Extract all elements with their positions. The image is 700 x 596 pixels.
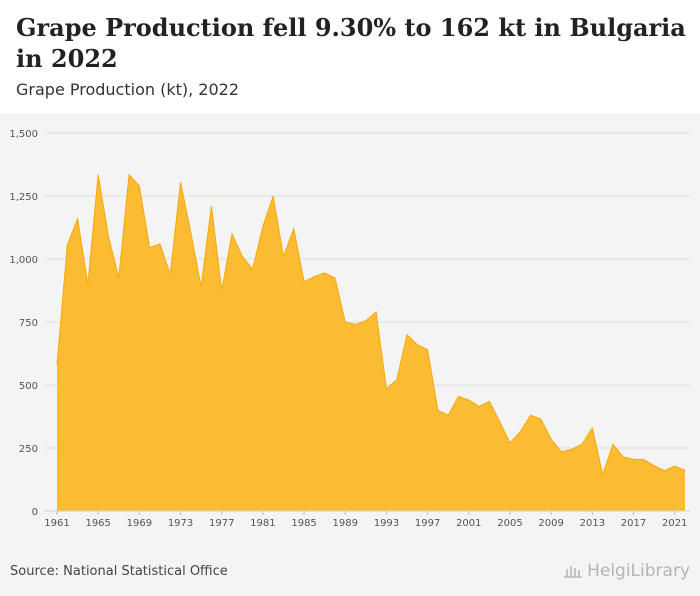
x-tick-label: 2001 [456,518,481,529]
area-fill [57,174,685,511]
x-tick-label: 2009 [538,518,563,529]
y-tick-label: 1,000 [9,255,38,266]
y-tick-label: 0 [32,507,38,518]
area-series [56,173,686,511]
x-tick-label: 1981 [250,518,275,529]
x-tick-label: 1961 [44,518,69,529]
x-axis-tick-labels: 1961 1965 1969 1973 1977 1981 1985 1989 1993 1997… [44,510,690,529]
x-tick-label: 2013 [580,518,605,529]
chart-title: Grape Production fell 9.30% to 162 kt in… [16,13,686,73]
brand-name: HelgiLibrary [587,561,690,581]
x-tick-label: 1965 [85,518,110,529]
x-tick-label: 1977 [209,518,234,529]
chart-subtitle: Grape Production (kt), 2022 [16,80,239,99]
source-note: Source: National Statistical Office [10,564,228,579]
y-tick-label: 1,500 [9,129,38,140]
x-tick-label: 1997 [415,518,440,529]
library-building-icon [564,566,583,578]
x-tick-label: 1985 [291,518,316,529]
x-tick-label: 2017 [621,518,646,529]
x-tick-label: 1989 [333,518,358,529]
y-tick-label: 250 [19,444,38,455]
x-tick-label: 2005 [497,518,522,529]
chart-header: Grape Production fell 9.30% to 162 kt in… [0,0,700,113]
y-axis-tick-labels: 0 250 500 750 1,000 1,250 1,500 [9,129,38,518]
chart-footer [0,538,700,596]
x-tick-label: 1969 [127,518,152,529]
y-tick-label: 500 [19,381,38,392]
x-tick-label: 1993 [374,518,399,529]
y-tick-label: 750 [19,318,38,329]
brand-logo: HelgiLibrary [563,561,690,581]
x-tick-label: 1973 [168,518,193,529]
x-tick-label: 2021 [662,518,687,529]
area-outline [56,173,686,477]
y-tick-label: 1,250 [9,192,38,203]
